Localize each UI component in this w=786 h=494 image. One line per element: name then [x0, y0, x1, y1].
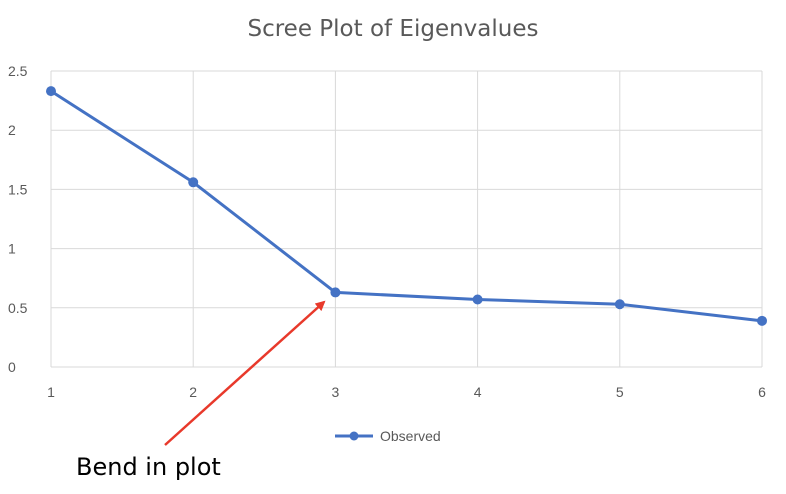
- data-point: [330, 287, 341, 298]
- x-tick-label: 6: [758, 384, 766, 400]
- x-tick-label: 1: [47, 384, 55, 400]
- x-tick-label: 3: [332, 384, 340, 400]
- series-points: [46, 86, 767, 326]
- y-tick-label: 0.5: [8, 300, 28, 316]
- data-point: [188, 177, 199, 188]
- x-tick-label: 5: [616, 384, 624, 400]
- y-tick-label: 0: [8, 359, 16, 375]
- data-point: [472, 294, 483, 305]
- chart-title: Scree Plot of Eigenvalues: [247, 16, 538, 42]
- annotation-arrow: [164, 300, 326, 446]
- x-axis-ticks: 1 2 3 4 5 6: [47, 384, 766, 400]
- legend-label-observed: Observed: [380, 428, 441, 444]
- x-tick-label: 2: [189, 384, 197, 400]
- y-tick-label: 2: [8, 122, 16, 138]
- legend-marker-swatch: [349, 431, 359, 441]
- y-axis-ticks: 0 0.5 1 1.5 2 2.5: [8, 63, 28, 375]
- y-tick-label: 2.5: [8, 63, 28, 79]
- grid-layer: [50, 70, 763, 368]
- legend: Observed: [335, 428, 441, 444]
- annotation-label: Bend in plot: [76, 453, 221, 481]
- data-point: [46, 86, 56, 97]
- y-tick-label: 1: [8, 241, 16, 257]
- y-tick-label: 1.5: [8, 181, 28, 197]
- data-point: [614, 299, 625, 310]
- data-point: [757, 315, 767, 326]
- series-line-observed: [50, 89, 763, 323]
- x-tick-label: 4: [474, 384, 482, 400]
